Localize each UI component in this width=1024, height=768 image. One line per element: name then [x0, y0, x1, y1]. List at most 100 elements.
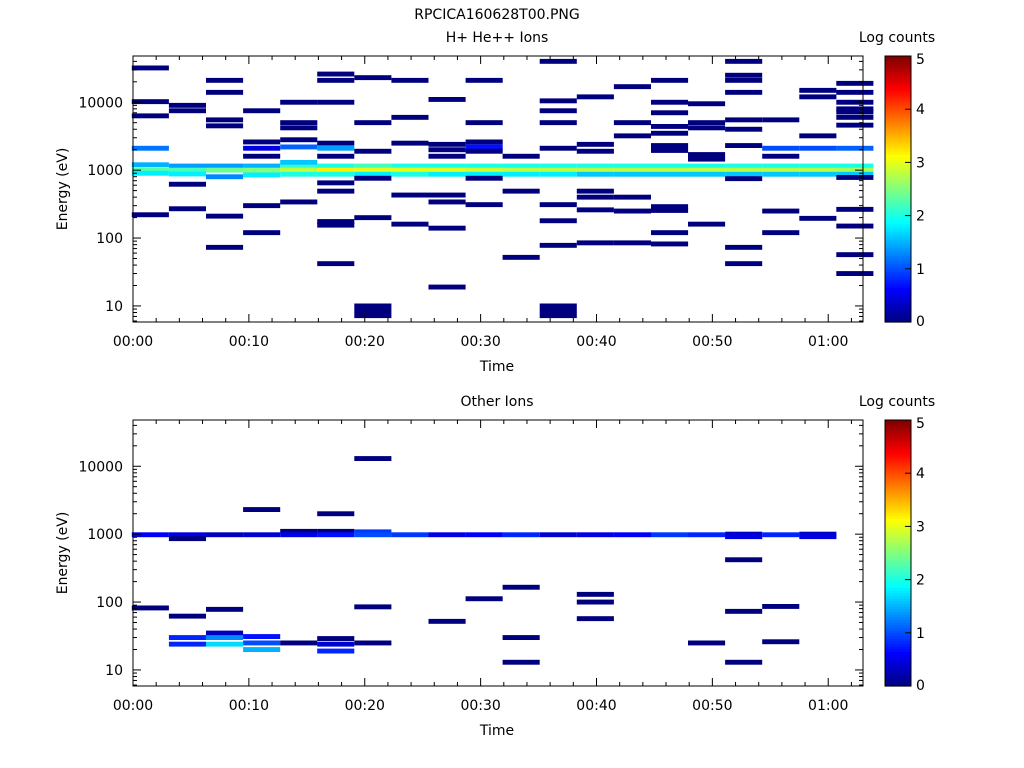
heatmap-bin [688, 167, 726, 173]
heatmap-bin [725, 244, 763, 250]
heatmap-bin [836, 206, 874, 212]
heatmap-bin [391, 114, 429, 120]
heatmap-bin [428, 618, 466, 624]
heatmap-bin [391, 532, 429, 538]
heatmap-bin [613, 171, 651, 177]
heatmap-bin [391, 163, 429, 169]
y-axis-label: Energy (eV) [55, 512, 71, 595]
heatmap-bin [613, 163, 651, 169]
heatmap-bin [502, 532, 540, 538]
heatmap-bin [799, 534, 837, 540]
heatmap-bin [725, 77, 763, 83]
heatmap-bin [168, 108, 206, 114]
colorbar: 0 1 2 3 4 5 [884, 52, 925, 330]
heatmap-bin [465, 139, 503, 145]
x-tick-label: 00:50 [692, 334, 732, 350]
heatmap-bin [317, 261, 355, 267]
colorbar-tick-label: 4 [916, 102, 925, 118]
heatmap-bin [168, 641, 206, 647]
heatmap-bin [243, 145, 281, 151]
heatmap-bin [613, 84, 651, 90]
heatmap-bin [762, 230, 800, 236]
heatmap-bin [280, 167, 318, 173]
heatmap-bin [502, 171, 540, 177]
heatmap-bin [576, 599, 614, 605]
heatmap-bin [613, 194, 651, 200]
heatmap-bin [131, 113, 169, 119]
heatmap-bin [725, 261, 763, 267]
heatmap-bin [317, 99, 355, 105]
heatmap-bin [206, 630, 244, 636]
heatmap-bin [243, 163, 281, 169]
heatmap-bin [688, 152, 726, 157]
heatmap-bin [317, 140, 355, 146]
heatmap-bin [131, 532, 169, 538]
heatmap-bin [131, 212, 169, 218]
heatmap-bin [280, 164, 318, 170]
heatmap-bin [799, 133, 837, 139]
heatmap-bin [651, 77, 689, 83]
heatmap-bin [280, 640, 318, 646]
heatmap-bin [428, 167, 466, 173]
x-axis-label: Time [479, 359, 514, 375]
heatmap-bin [539, 303, 577, 319]
heatmap-bin [317, 219, 355, 224]
heatmap-bin [317, 636, 355, 641]
heatmap-bin [317, 167, 355, 173]
heatmap-bin [688, 221, 726, 227]
heatmap-bin [725, 72, 763, 78]
heatmap-bin [502, 254, 540, 260]
x-tick-label: 00:00 [113, 334, 153, 350]
heatmap-bin [539, 108, 577, 114]
heatmap-bin [799, 145, 837, 151]
heatmap-bin [206, 641, 244, 647]
heatmap-bin [317, 648, 355, 654]
x-tick-label: 00:50 [692, 698, 732, 714]
heatmap-bin [354, 604, 392, 610]
heatmap-bin [465, 120, 503, 126]
heatmap-bin [688, 640, 726, 646]
heatmap-bin [243, 108, 281, 114]
heatmap-bin [539, 163, 577, 169]
heatmap-bin [280, 120, 318, 126]
heatmap-bin [465, 596, 503, 602]
heatmap-bin [799, 215, 837, 221]
heatmap-bin [762, 153, 800, 159]
heatmap-bin [391, 221, 429, 227]
heatmap-bin [576, 148, 614, 154]
heatmap-bin [576, 194, 614, 200]
y-tick-label: 10000 [78, 95, 123, 111]
figure-title: RPCICA160628T00.PNG [414, 7, 579, 23]
colorbar-tick-label: 1 [916, 626, 925, 642]
heatmap-bin [354, 215, 392, 221]
heatmap-bin [836, 171, 874, 177]
heatmap-bin [651, 163, 689, 169]
heatmap-bin [651, 110, 689, 116]
heatmap-bin [502, 188, 540, 194]
y-tick-label: 10 [105, 663, 123, 679]
colorbar: 0 1 2 3 4 5 [884, 416, 925, 694]
x-tick-label: 00:30 [460, 698, 500, 714]
heatmap-bin [651, 230, 689, 236]
heatmap-bin [168, 181, 206, 187]
heatmap-bin [576, 167, 614, 173]
heatmap-bin [354, 163, 392, 169]
heatmap-bin [836, 145, 874, 151]
heatmap-bin [725, 117, 763, 123]
heatmap-bin [391, 77, 429, 83]
heatmap-bin [317, 222, 355, 228]
heatmap-bin [762, 208, 800, 214]
heatmap-bin [836, 109, 874, 115]
heatmap-bin [428, 147, 466, 153]
heatmap-bin [688, 163, 726, 169]
heatmap-bin [354, 456, 392, 461]
x-tick-label: 00:10 [229, 334, 269, 350]
axis-ticks: 00:00 00:10 00:20 00:30 00:40 00:50 01:00 10 100… [78, 420, 863, 714]
heatmap-bin [762, 171, 800, 177]
heatmap-bin [651, 241, 689, 247]
heatmap-bin [354, 529, 392, 535]
axis-ticks: 00:00 00:10 00:20 00:30 00:40 00:50 01:00 10 100… [78, 56, 863, 350]
heatmap-bin [206, 244, 244, 250]
heatmap-bin [428, 97, 466, 102]
heatmap-bin [725, 176, 763, 182]
